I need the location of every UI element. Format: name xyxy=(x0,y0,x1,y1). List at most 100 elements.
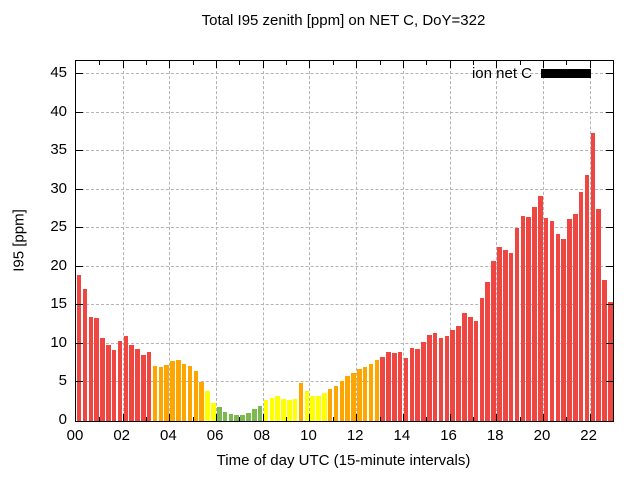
tick-mark xyxy=(286,417,288,421)
bar xyxy=(193,370,199,421)
bar xyxy=(322,393,327,421)
x-tick-label: 08 xyxy=(253,427,271,444)
tick-mark xyxy=(606,73,613,75)
tick-mark xyxy=(146,417,148,421)
tick-mark xyxy=(262,414,264,421)
tick-mark xyxy=(192,417,194,421)
v-gridline xyxy=(589,61,591,421)
y-tick-label: 5 xyxy=(58,372,67,390)
v-gridline xyxy=(402,61,404,421)
x-tick-label: 22 xyxy=(580,427,597,444)
bar xyxy=(141,354,146,421)
tick-mark xyxy=(169,61,171,68)
h-gridline xyxy=(76,188,613,190)
tick-mark xyxy=(449,414,451,421)
bar xyxy=(508,252,514,421)
y-tick-label: 15 xyxy=(50,295,67,313)
tick-mark xyxy=(566,61,568,65)
tick-mark xyxy=(542,61,544,68)
v-gridline xyxy=(496,61,498,421)
v-gridline xyxy=(262,61,264,421)
bar xyxy=(263,400,269,421)
bar xyxy=(345,375,350,421)
plot-area: ion net C xyxy=(75,60,614,422)
bar xyxy=(473,320,479,421)
bar xyxy=(135,348,140,421)
bar xyxy=(123,336,129,421)
x-tick-label: 12 xyxy=(346,427,364,444)
v-gridline xyxy=(216,61,218,421)
tick-mark xyxy=(309,414,311,421)
bar xyxy=(514,228,520,421)
bar xyxy=(409,347,415,421)
v-gridline xyxy=(449,61,451,421)
y-tick-label: 30 xyxy=(50,179,67,197)
bar xyxy=(333,386,339,421)
tick-mark xyxy=(449,61,451,68)
tick-mark xyxy=(606,342,613,344)
tick-mark xyxy=(122,414,124,421)
bar xyxy=(228,414,234,421)
tick-mark xyxy=(216,414,218,421)
x-tick-label: 16 xyxy=(440,427,457,444)
bar xyxy=(491,261,496,421)
bar xyxy=(164,364,169,421)
tick-mark xyxy=(76,227,83,229)
bar xyxy=(216,407,222,421)
x-tick-label: 00 xyxy=(66,427,84,444)
h-gridline xyxy=(76,227,613,229)
bar xyxy=(88,316,94,421)
bar xyxy=(567,219,572,421)
bar xyxy=(415,349,420,421)
tick-mark xyxy=(122,61,124,68)
bar xyxy=(520,215,526,421)
bar xyxy=(555,233,561,421)
bar xyxy=(117,340,123,421)
tick-mark xyxy=(356,61,358,68)
v-gridline xyxy=(542,61,544,421)
x-tick-label: 18 xyxy=(486,427,504,444)
bar xyxy=(578,192,584,421)
legend: ion net C xyxy=(472,65,591,82)
tick-mark xyxy=(519,417,521,421)
bar xyxy=(287,400,292,421)
tick-mark xyxy=(472,417,474,421)
bar xyxy=(298,383,304,421)
bar xyxy=(252,409,257,421)
bar xyxy=(380,357,385,421)
bar xyxy=(257,406,263,421)
tick-mark xyxy=(169,414,171,421)
tick-mark xyxy=(76,188,83,190)
y-tick-label: 35 xyxy=(50,141,67,159)
tick-mark xyxy=(99,61,101,65)
bar xyxy=(152,365,158,421)
tick-mark xyxy=(589,414,591,421)
bar xyxy=(310,395,315,421)
x-tick-label: 02 xyxy=(113,427,131,444)
tick-mark xyxy=(76,265,83,267)
bar xyxy=(403,357,409,421)
bar xyxy=(497,246,502,421)
tick-mark xyxy=(379,61,381,65)
bar xyxy=(608,302,613,421)
tick-mark xyxy=(76,342,83,344)
legend-swatch xyxy=(541,69,591,78)
tick-mark xyxy=(192,61,194,65)
bar xyxy=(538,195,543,421)
bar xyxy=(456,326,461,421)
bar xyxy=(170,360,175,421)
h-gridline xyxy=(76,150,613,152)
tick-mark xyxy=(239,61,241,65)
bar xyxy=(438,337,444,421)
bar xyxy=(549,220,555,421)
bar xyxy=(94,318,99,421)
x-axis-label: Time of day UTC (15-minute intervals) xyxy=(216,452,471,469)
bar xyxy=(479,298,485,421)
bar xyxy=(427,335,432,421)
bar xyxy=(596,209,601,421)
x-tick-label: 10 xyxy=(300,427,317,444)
v-gridline xyxy=(122,61,124,421)
bar xyxy=(304,390,310,421)
tick-mark xyxy=(496,414,498,421)
bar xyxy=(432,333,438,421)
